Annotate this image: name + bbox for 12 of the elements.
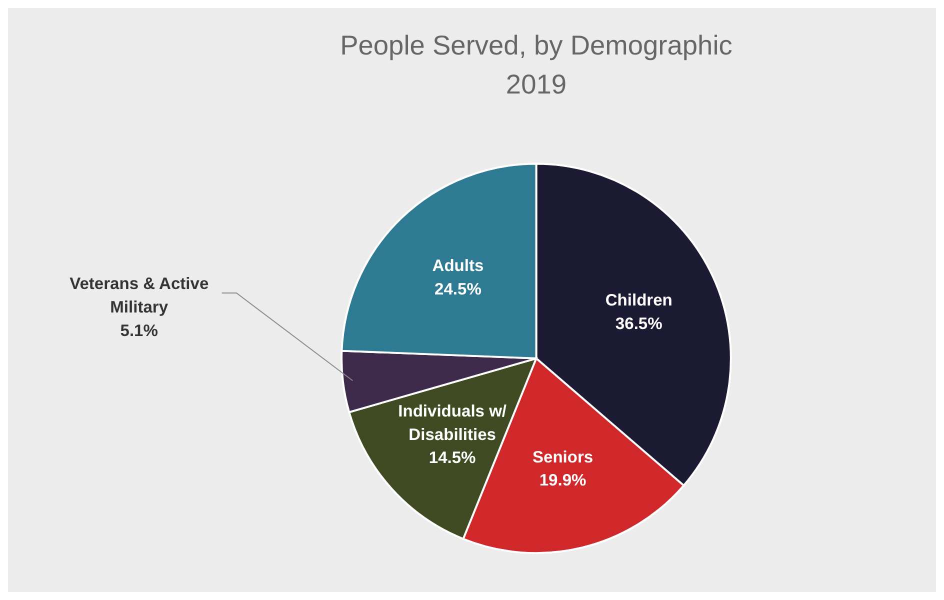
slice-label: Individuals w/ Disabilities — [398, 401, 507, 444]
data-label: 36.5% — [615, 314, 663, 333]
chart-title: People Served, by Demographic — [340, 30, 732, 61]
data-label: 19.9% — [539, 470, 587, 490]
slice-label: Seniors — [532, 447, 594, 466]
slice-label: Adults — [432, 256, 484, 276]
data-label: 14.5% — [428, 448, 476, 468]
chart-subtitle: 2019 — [506, 68, 567, 100]
data-label: 24.5% — [434, 280, 482, 299]
slice-label: Veterans & Active Military — [70, 274, 209, 316]
slice-label: Children — [605, 290, 672, 310]
data-label: 5.1% — [120, 320, 158, 340]
